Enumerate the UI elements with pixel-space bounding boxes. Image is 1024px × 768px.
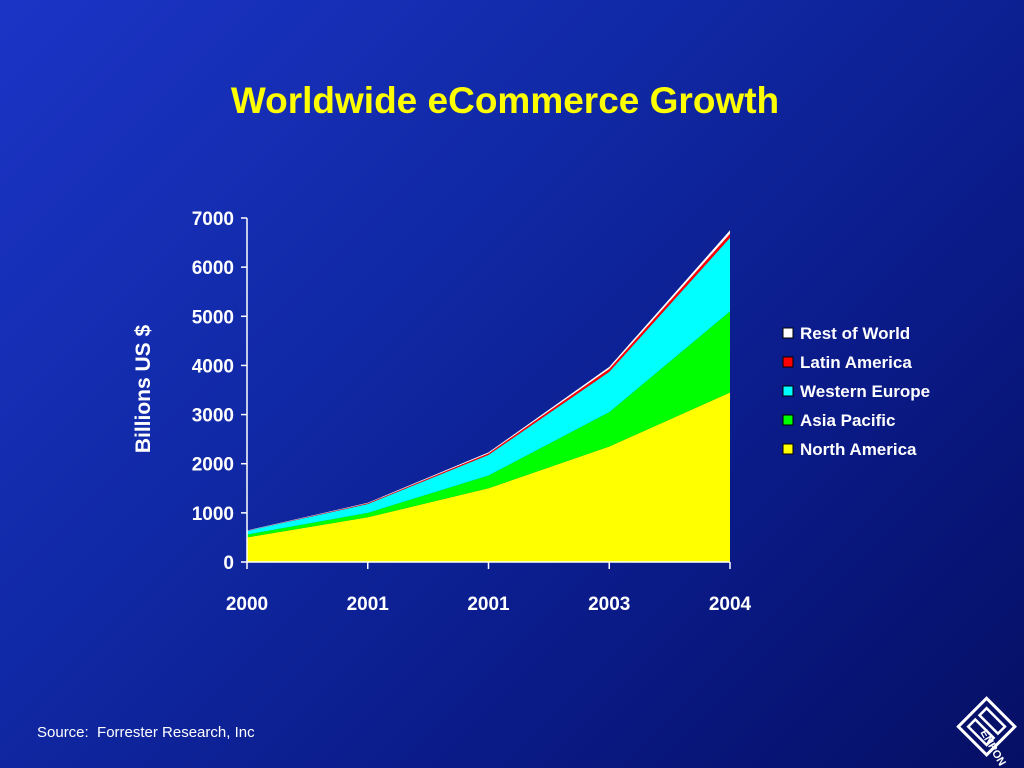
chart-title: Worldwide eCommerce Growth xyxy=(230,80,780,121)
legend-label: Latin America xyxy=(800,353,912,372)
legend-swatch xyxy=(782,327,794,339)
area-western-europe xyxy=(247,237,730,535)
legend-item-north-america: North America xyxy=(782,440,917,459)
enron-logo-icon: ENRON xyxy=(948,688,1024,768)
chart-areas xyxy=(247,230,730,562)
area-asia-pacific xyxy=(247,311,730,538)
x-tick-label: 2000 xyxy=(226,594,268,615)
legend-label: Western Europe xyxy=(800,382,930,401)
legend-item-western-europe: Western Europe xyxy=(782,382,930,401)
legend-swatch xyxy=(782,443,794,455)
y-tick-label: 1000 xyxy=(192,504,234,525)
y-tick-label: 0 xyxy=(223,553,234,574)
x-tick-label: 2001 xyxy=(467,594,510,615)
y-tick-label: 2000 xyxy=(192,455,234,476)
legend-item-asia-pacific: Asia Pacific xyxy=(782,411,895,430)
legend-label: North America xyxy=(800,440,917,459)
y-tick-label: 3000 xyxy=(192,406,234,427)
source-note: Source: Forrester Research, Inc xyxy=(37,724,255,741)
legend-swatch xyxy=(782,356,794,368)
legend-swatch xyxy=(782,414,794,426)
legend-label: Rest of World xyxy=(800,324,910,343)
x-tick-label: 2001 xyxy=(347,594,390,615)
legend-label: Asia Pacific xyxy=(800,411,895,430)
y-tick-label: 5000 xyxy=(192,307,234,328)
chart-axes: 0 1000 2000 3000 4000 5000 6000 7000 2000 2001 200… xyxy=(192,209,752,615)
x-tick-label: 2003 xyxy=(588,594,630,615)
y-tick-label: 7000 xyxy=(192,209,234,230)
y-tick-label: 4000 xyxy=(192,356,234,377)
legend-swatch xyxy=(782,385,794,397)
y-tick-label: 6000 xyxy=(192,258,234,279)
legend-item-latin-america: Latin America xyxy=(782,353,912,372)
chart-legend: Rest of World Latin America Western Europe… xyxy=(782,324,930,459)
y-axis-label: Billions US $ xyxy=(132,325,155,454)
area-north-america xyxy=(247,392,730,562)
x-tick-label: 2004 xyxy=(709,594,752,615)
logo-text: ENRON xyxy=(977,728,1007,768)
legend-item-rest-of-world: Rest of World xyxy=(782,324,910,343)
